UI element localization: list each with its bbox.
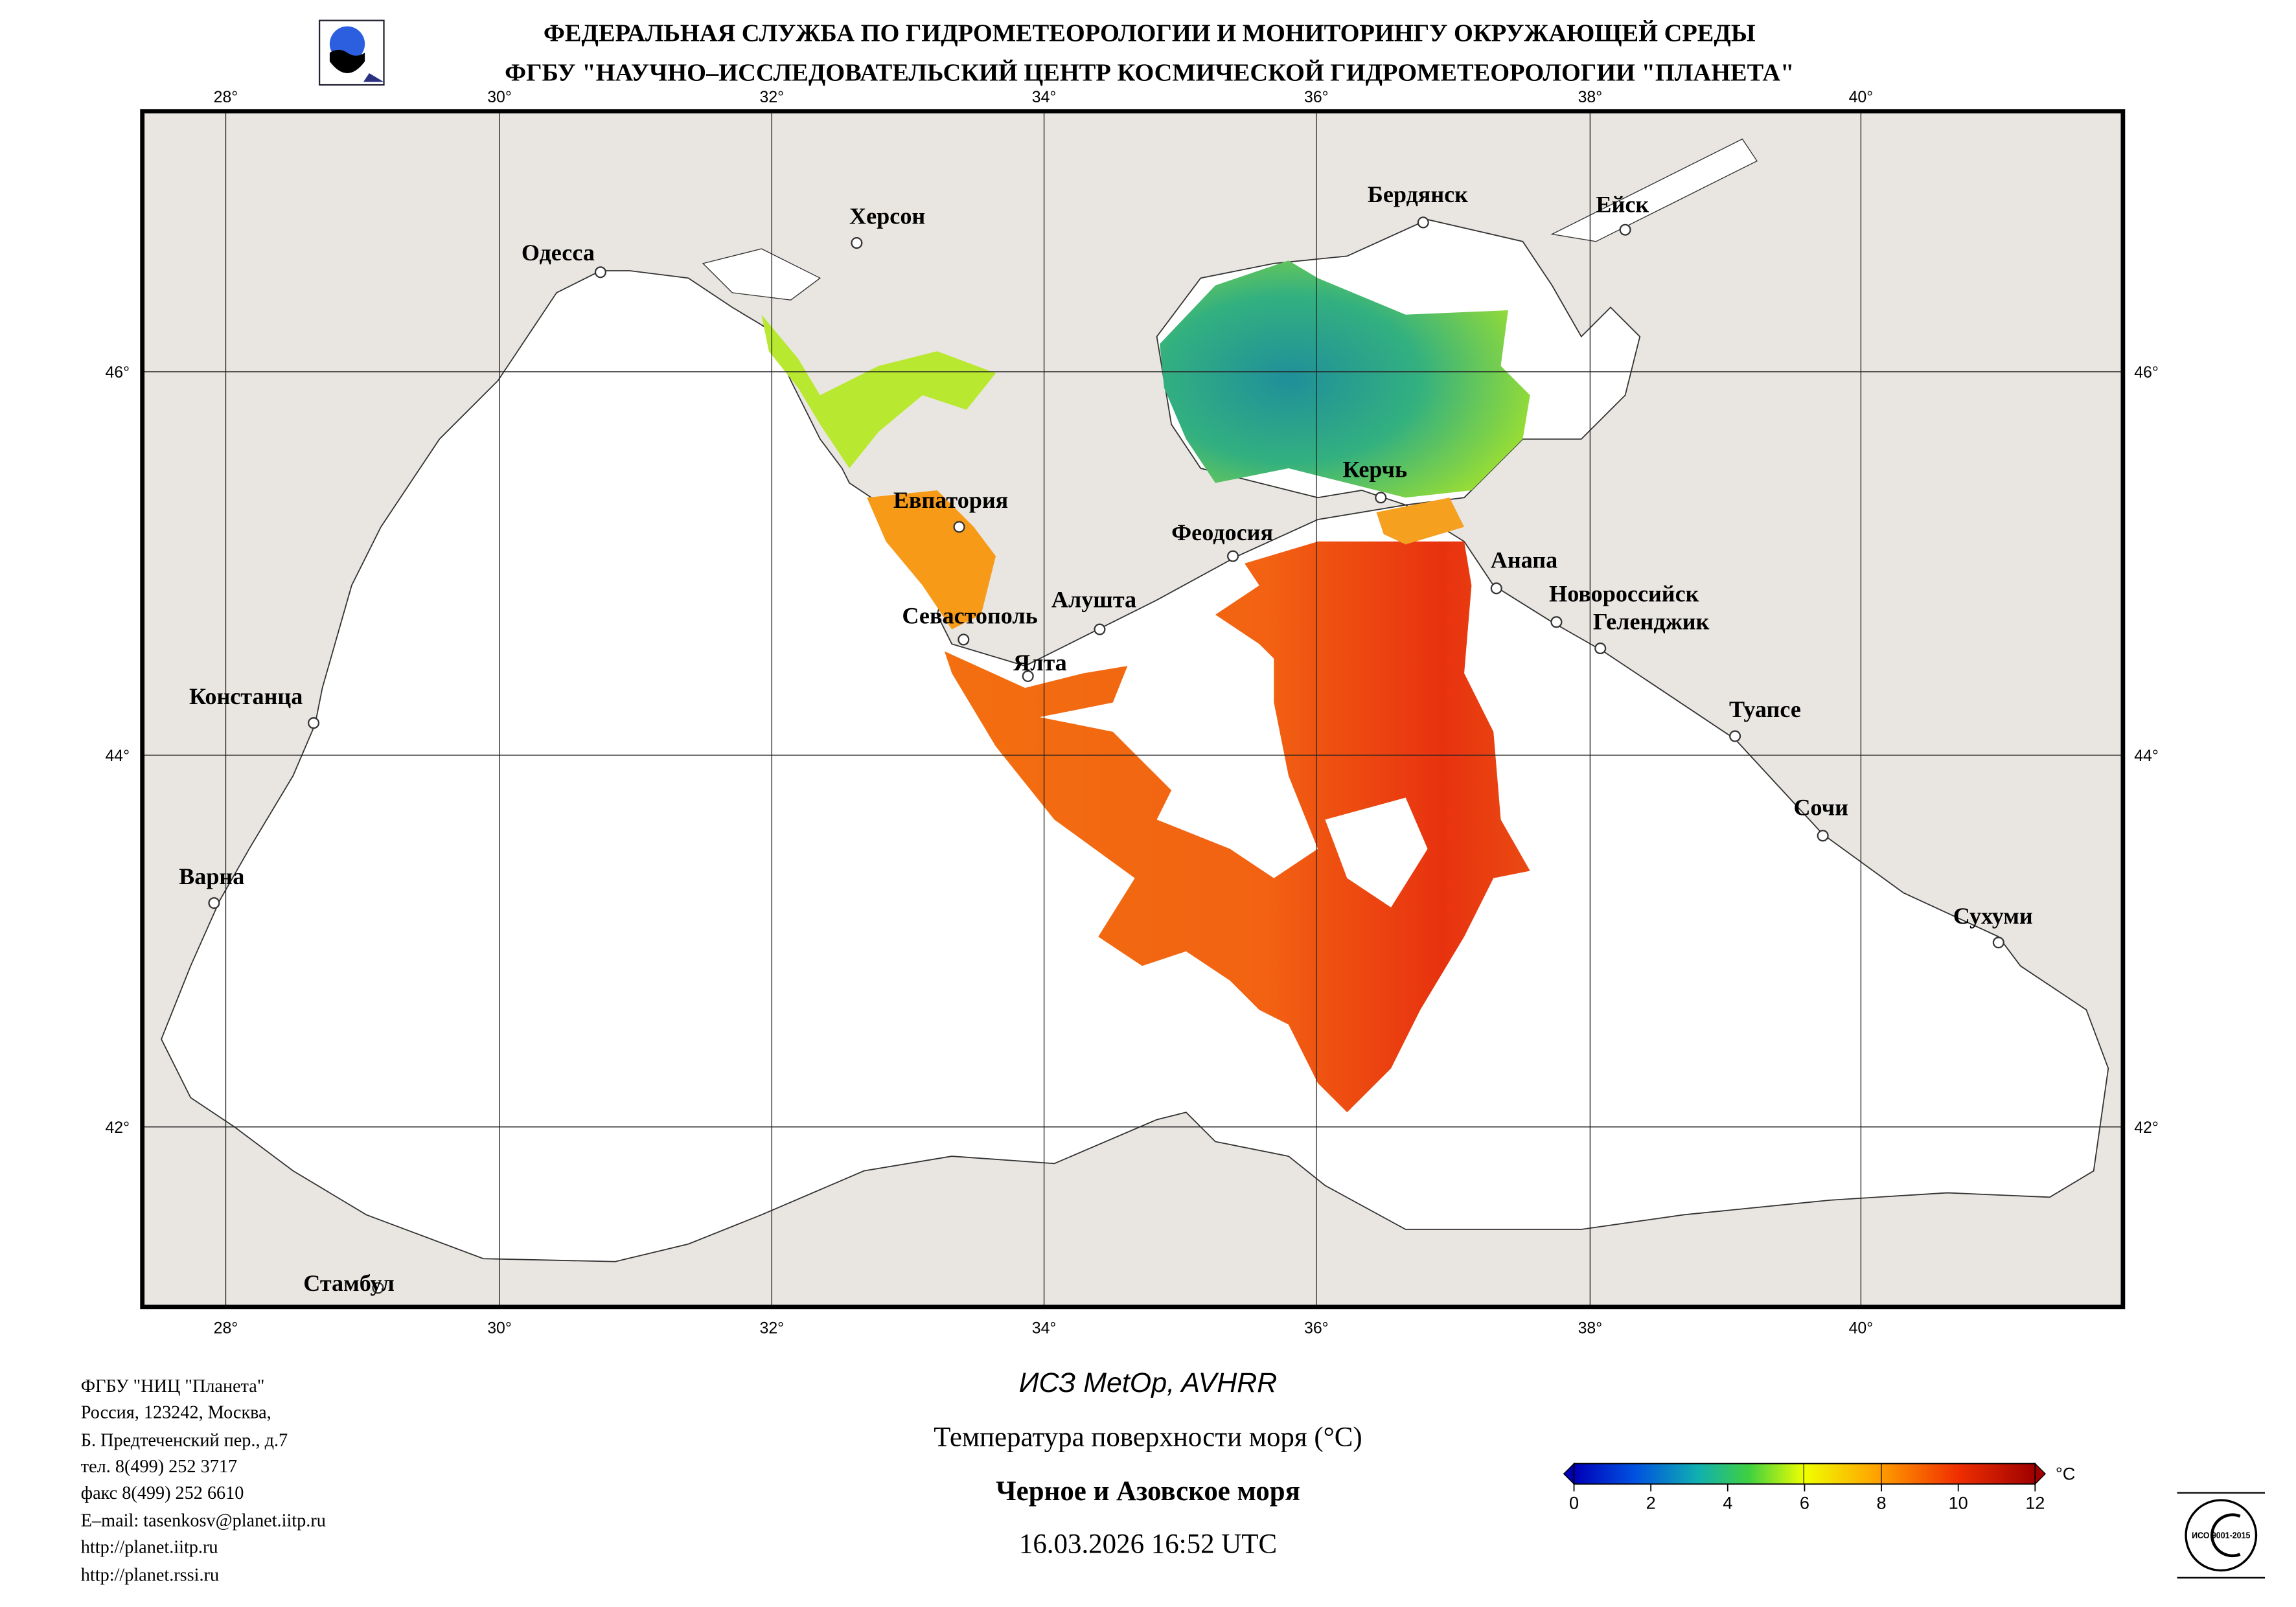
iso-badge-text: ИСО 9001-2015 — [2192, 1531, 2251, 1540]
city-label-kherson: Херсон — [849, 203, 925, 229]
colorbar-tick: 4 — [1723, 1493, 1732, 1513]
address-line: Б. Предтеченский пер., д.7 — [81, 1430, 288, 1450]
planeta-logo — [318, 19, 385, 86]
graticule — [142, 111, 2123, 1307]
header-center: ФГБУ "НАУЧНО–ИССЛЕДОВАТЕЛЬСКИЙ ЦЕНТР КОС… — [505, 59, 1794, 86]
colorbar-tick: 2 — [1646, 1493, 1656, 1513]
iso-certification-badge: ИСО 9001-2015 — [2177, 1492, 2266, 1579]
lon-label: 30° — [487, 89, 512, 106]
city-label-tuapse: Туапсе — [1729, 696, 1801, 722]
city-label-anapa: Анапа — [1491, 547, 1557, 573]
city-label-varna: Варна — [179, 863, 244, 889]
colorbar-tick: 12 — [2025, 1493, 2045, 1513]
city-label-feodosia: Феодосия — [1171, 519, 1273, 545]
lat-label: 46° — [105, 364, 130, 382]
city-label-yalta: Ялта — [1013, 650, 1067, 676]
map — [142, 111, 2123, 1307]
lon-label: 36° — [1304, 1319, 1329, 1337]
lon-label: 38° — [1578, 1319, 1603, 1337]
colorbar-unit: °C — [2056, 1463, 2075, 1483]
lon-label: 40° — [1849, 1319, 1874, 1337]
website-link[interactable]: http://planet.iitp.ru — [81, 1537, 218, 1557]
observation-datetime: 16.03.2026 16:52 UTC — [1019, 1529, 1277, 1559]
sst-azov — [1160, 260, 1530, 498]
sst-main — [944, 541, 1530, 1113]
city-label-odessa: Одесса — [522, 240, 595, 266]
map-frame — [140, 109, 2126, 1310]
lat-label: 44° — [105, 747, 130, 765]
website-link[interactable]: http://planet.rssi.ru — [81, 1565, 219, 1585]
city-label-sochi: Сочи — [1793, 795, 1848, 821]
lat-labels: 46° 44° 42° 46° 44° 42° — [105, 364, 2158, 1137]
lon-labels-bottom: 28° 30° 32° 34° 36° 38° 40° — [214, 1319, 1874, 1337]
city-label-sukhumi: Сухуми — [1953, 903, 2033, 929]
lon-label: 30° — [487, 1319, 512, 1337]
colorbar-tick: 10 — [1949, 1493, 1968, 1513]
colorbar: 0 2 4 6 8 10 12 °C — [1563, 1462, 2075, 1513]
lon-labels-top: 28° 30° 32° 34° 36° 38° 40° — [214, 89, 1874, 106]
lon-label: 40° — [1849, 89, 1874, 106]
taganrog-bay — [1550, 138, 1758, 242]
sst-nw-shelf — [761, 314, 996, 469]
lon-label: 38° — [1578, 89, 1603, 106]
address-line: Россия, 123242, Москва, — [81, 1403, 271, 1423]
lat-label: 42° — [105, 1119, 130, 1137]
colorbar-tick: 0 — [1569, 1493, 1579, 1513]
city-label-sevastopol: Севастополь — [902, 603, 1037, 629]
region-title: Черное и Азовское моря — [996, 1476, 1300, 1507]
city-label-evpatoria: Евпатория — [893, 487, 1008, 513]
city-label-istanbul: Стамбул — [303, 1270, 395, 1296]
city-label-novorossiysk: Новороссийск — [1549, 581, 1699, 607]
city-label-yeysk: Ейск — [1596, 192, 1649, 218]
colorbar-tick: 6 — [1800, 1493, 1809, 1513]
address-line: тел. 8(499) 252 3717 — [81, 1457, 237, 1477]
city-label-berdyansk: Бердянск — [1368, 181, 1468, 207]
satellite-title: ИСЗ MetOp, AVHRR — [1019, 1367, 1277, 1398]
address-line: факс 8(499) 252 6610 — [81, 1483, 244, 1503]
sst-gap — [1325, 797, 1428, 907]
lat-label: 42° — [2134, 1119, 2159, 1137]
city-labels: Одесса Херсон Бердянск Ейск Евпатория Ке… — [179, 181, 2033, 1296]
email-link[interactable]: E–mail: tasenkosv@planet.iitp.ru — [81, 1511, 326, 1531]
lat-label: 46° — [2134, 364, 2159, 382]
city-markers — [208, 216, 2004, 1294]
lon-label: 32° — [760, 1319, 785, 1337]
lon-label: 36° — [1304, 89, 1329, 106]
lon-label: 34° — [1032, 89, 1057, 106]
address-line: ФГБУ "НИЦ "Планета" — [81, 1376, 265, 1396]
lon-label: 28° — [214, 1319, 238, 1337]
product-title: Температура поверхности моря (°C) — [934, 1422, 1362, 1452]
colorbar-tick: 8 — [1877, 1493, 1887, 1513]
city-label-gelendzhik: Геленджик — [1593, 609, 1710, 635]
lon-label: 28° — [214, 89, 238, 106]
city-label-constanta: Констанца — [189, 683, 303, 709]
sst-kerch — [1376, 497, 1465, 545]
header-agency: ФЕДЕРАЛЬНАЯ СЛУЖБА ПО ГИДРОМЕТЕОРОЛОГИИ … — [544, 19, 1756, 47]
lon-label: 34° — [1032, 1319, 1057, 1337]
city-label-kerch: Керчь — [1343, 457, 1408, 483]
dnieper-estuary — [702, 248, 821, 301]
contact-block: ФГБУ "НИЦ "Планета" Россия, 123242, Моск… — [81, 1376, 326, 1585]
lat-label: 44° — [2134, 747, 2159, 765]
lon-label: 32° — [760, 89, 785, 106]
city-label-alushta: Алушта — [1051, 587, 1136, 613]
